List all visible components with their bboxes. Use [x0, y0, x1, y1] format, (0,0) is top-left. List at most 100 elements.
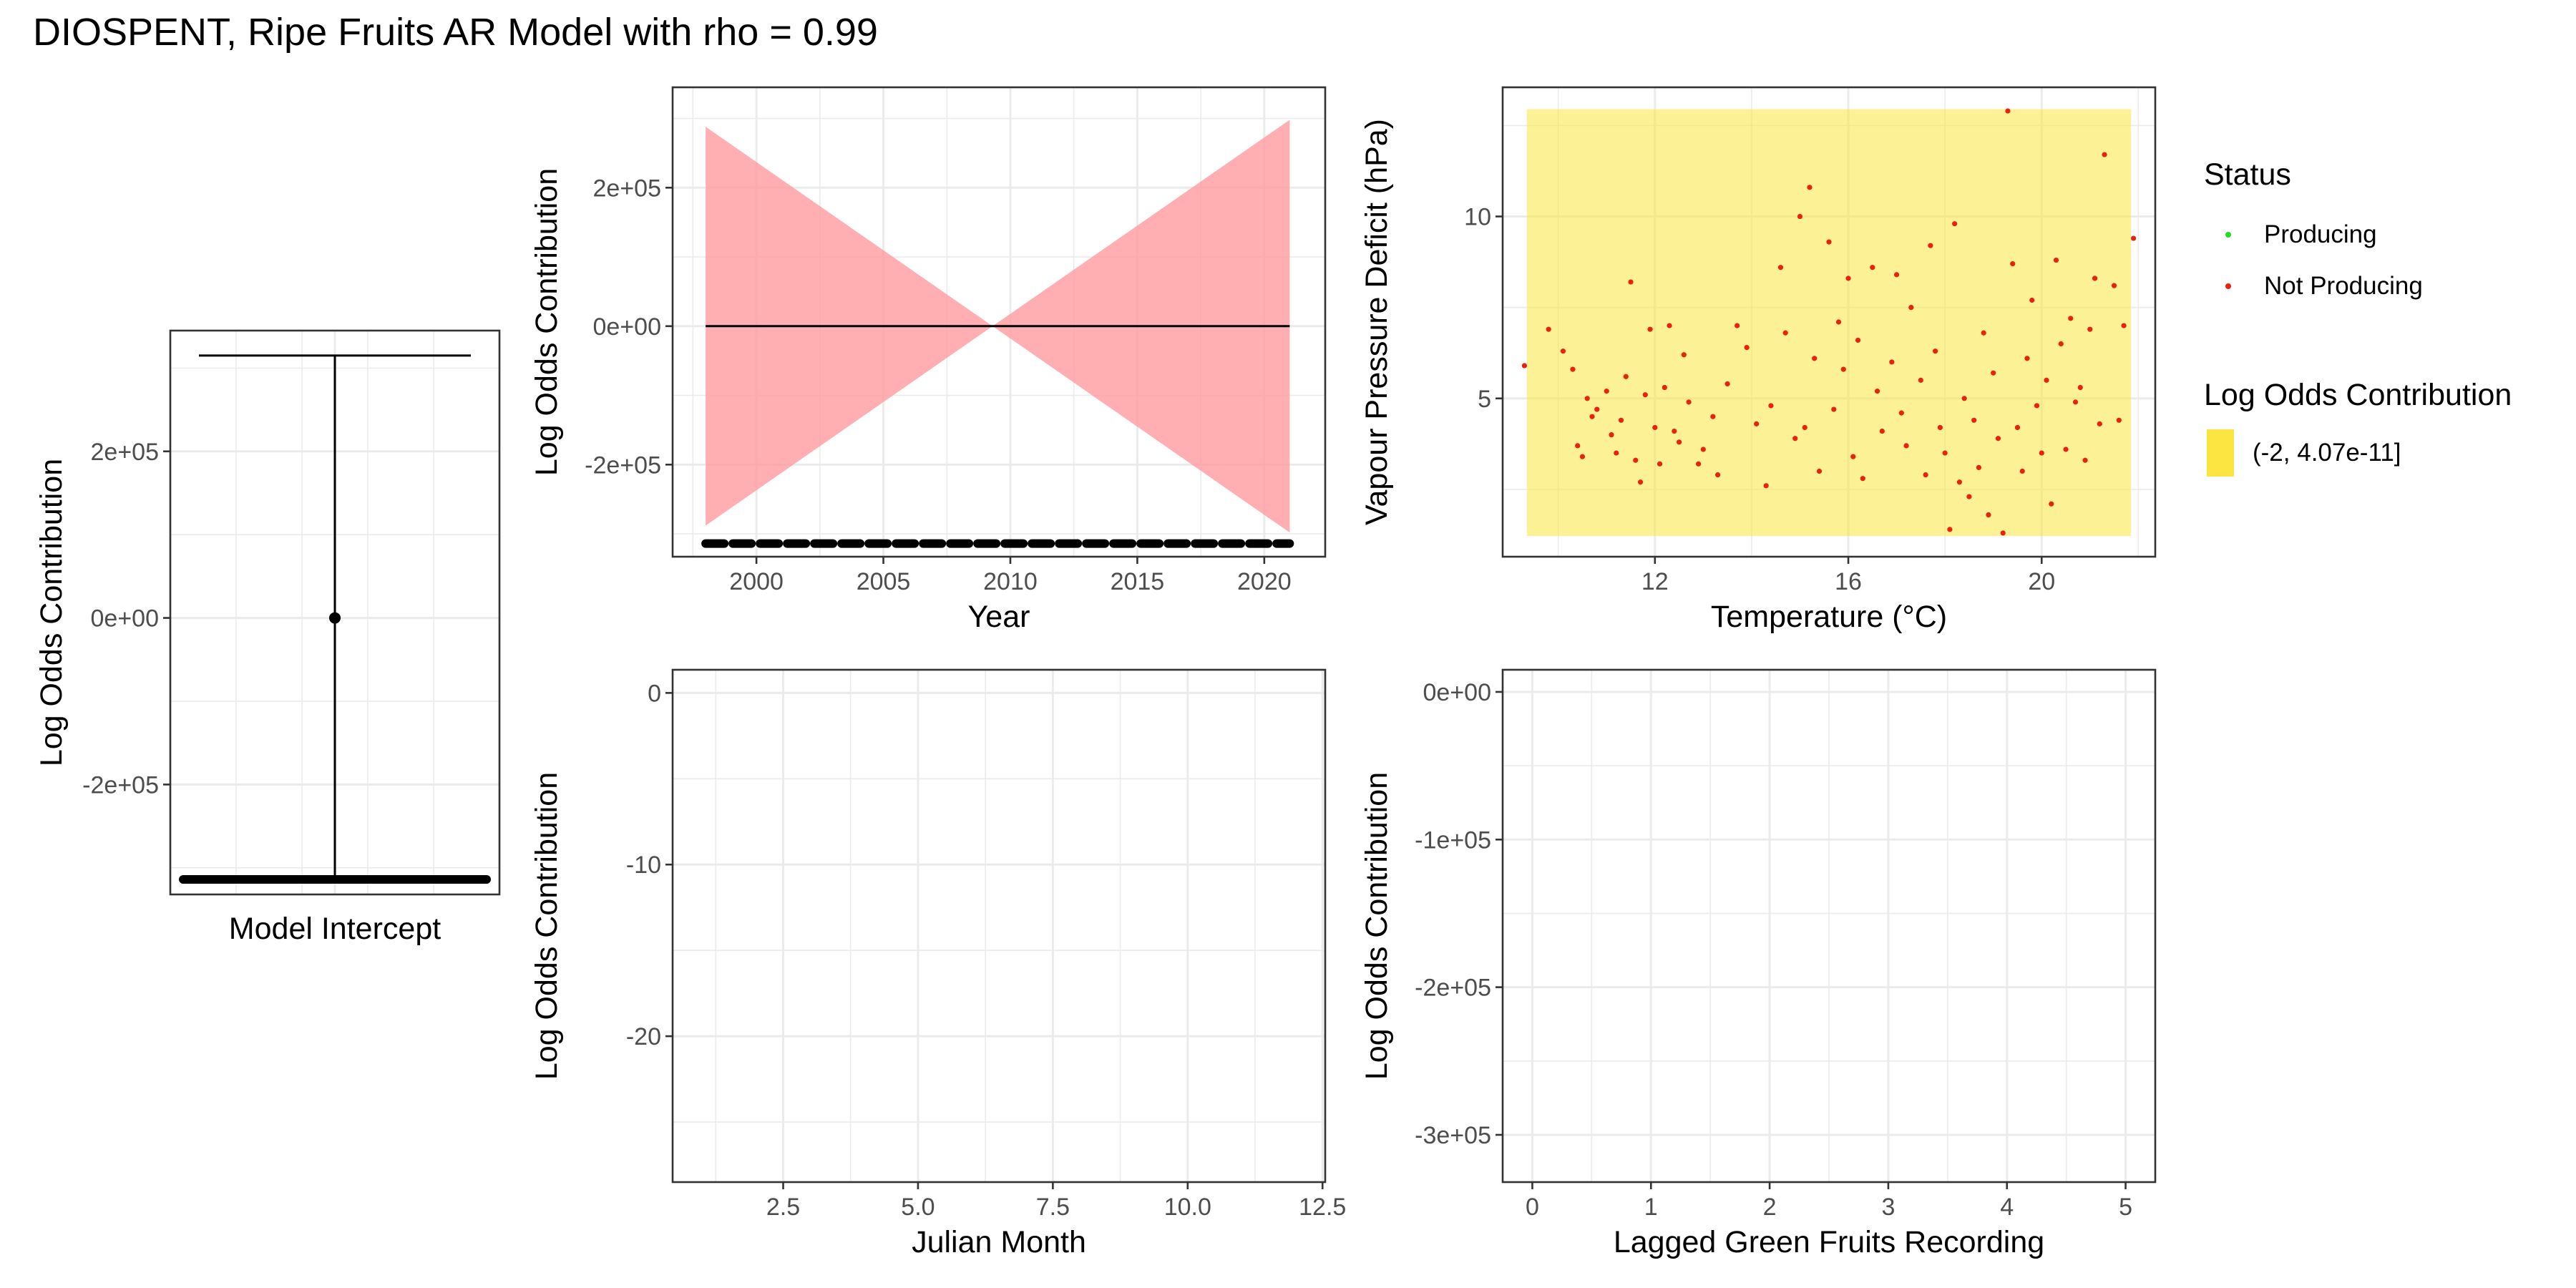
- climate-point-not-producing-45: [1826, 239, 1832, 245]
- climate-point-not-producing-85: [2034, 403, 2040, 409]
- climate-point-not-producing-59: [1903, 443, 1909, 449]
- climate-point-not-producing-56: [1889, 359, 1895, 365]
- climate-point-not-producing-31: [1724, 381, 1730, 387]
- climate-point-not-producing-80: [2010, 261, 2016, 267]
- legend-item-not-producing: Not Producing: [2204, 272, 2423, 301]
- climate-point-not-producing-76: [1991, 370, 1996, 376]
- climate-point-not-producing-44: [1816, 468, 1823, 474]
- climate-point-not-producing-32: [1735, 323, 1740, 328]
- climate-point-not-producing-102: [2121, 323, 2127, 328]
- climate-point-not-producing-69: [1956, 479, 1962, 485]
- legend-item-fill: (-2, 4.07e-11]: [2204, 429, 2401, 477]
- climate-xlabel: Temperature (°C): [1711, 600, 1947, 634]
- climate-point-not-producing-5: [1579, 454, 1586, 459]
- climate-point-not-producing-87: [2044, 377, 2049, 383]
- lagged-ytick-label-3: 0e+00: [1423, 679, 1492, 706]
- climate-point-not-producing-79: [2005, 108, 2011, 114]
- climate-point-not-producing-97: [2092, 275, 2098, 281]
- climate-point-not-producing-42: [1807, 185, 1813, 190]
- year-xtick-label-2: 2010: [983, 568, 1038, 595]
- lagged-xtick-label-2: 2: [1763, 1194, 1777, 1221]
- climate-point-not-producing-30: [1715, 472, 1721, 478]
- climate-ytick-label-0: 5: [1478, 386, 1491, 413]
- year-xtick-label-1: 2005: [857, 568, 911, 595]
- climate-point-not-producing-52: [1860, 476, 1865, 482]
- climate-point-not-producing-16: [1637, 479, 1644, 485]
- climate-xtick-label-2: 20: [2028, 568, 2055, 595]
- climate-point-not-producing-26: [1686, 399, 1692, 405]
- year-xtick-label-3: 2015: [1111, 568, 1165, 595]
- climate-xtick-label-0: 12: [1641, 568, 1669, 595]
- climate-point-not-producing-54: [1874, 389, 1880, 394]
- julian-xtick-label-3: 10.0: [1164, 1194, 1211, 1221]
- climate-point-not-producing-99: [2102, 152, 2107, 157]
- climate-point-not-producing-34: [1754, 421, 1760, 426]
- lagged-xtick-label-3: 3: [1881, 1194, 1895, 1221]
- climate-point-not-producing-17: [1642, 392, 1648, 398]
- climate-point-not-producing-68: [1952, 221, 1958, 227]
- climate-point-not-producing-18: [1647, 326, 1653, 332]
- legend-fill-title: Log Odds Contribution: [2204, 378, 2512, 412]
- climate-point-not-producing-95: [2082, 457, 2088, 463]
- year-ytick-label-0: -2e+05: [585, 452, 661, 479]
- climate-point-not-producing-10: [1609, 432, 1614, 438]
- climate-ylabel: Vapour Pressure Deficit (hPa): [1360, 119, 1394, 525]
- climate-point-not-producing-6: [1584, 396, 1590, 401]
- lagged-ytick-label-1: -2e+05: [1415, 975, 1491, 1002]
- legend-label-not-producing: Not Producing: [2264, 272, 2423, 300]
- climate-point-not-producing-51: [1855, 337, 1861, 343]
- climate-point-not-producing-66: [1942, 450, 1948, 456]
- lagged-xtick-label-4: 4: [2000, 1194, 2014, 1221]
- julian-ytick-label-1: -10: [626, 852, 661, 879]
- climate-point-not-producing-3: [1570, 366, 1576, 372]
- year-xtick-label-0: 2000: [729, 568, 784, 595]
- climate-point-not-producing-100: [2111, 283, 2117, 288]
- climate-point-not-producing-19: [1652, 424, 1658, 431]
- climate-point-not-producing-8: [1594, 406, 1600, 412]
- legend-key-not-producing: [2225, 283, 2231, 289]
- climate-point-not-producing-46: [1831, 406, 1837, 412]
- climate-point-not-producing-86: [2039, 450, 2044, 456]
- climate-point-not-producing-64: [1933, 348, 1938, 354]
- lagged-xtick-label-1: 1: [1644, 1194, 1658, 1221]
- climate-point-not-producing-90: [2058, 341, 2064, 347]
- climate-point-not-producing-48: [1840, 366, 1846, 372]
- climate-point-not-producing-81: [2014, 424, 2021, 431]
- climate-point-not-producing-14: [1628, 279, 1634, 285]
- climate-point-not-producing-65: [1937, 424, 1943, 431]
- lagged-ytick-label-2: -1e+05: [1415, 826, 1491, 854]
- legend-key-fill: [2207, 429, 2234, 477]
- climate-point-not-producing-36: [1768, 403, 1774, 409]
- climate-point-not-producing-25: [1681, 352, 1687, 358]
- climate-point-not-producing-101: [2116, 417, 2122, 423]
- lagged-xtick-label-5: 5: [2119, 1194, 2132, 1221]
- climate-point-not-producing-4: [1575, 443, 1581, 449]
- climate-point-not-producing-61: [1918, 377, 1923, 383]
- climate-point-not-producing-21: [1662, 384, 1667, 391]
- climate-panel-border: [1501, 86, 2157, 558]
- climate-point-not-producing-94: [2077, 384, 2083, 391]
- julian-ytick-label-2: 0: [648, 680, 661, 707]
- climate-point-not-producing-33: [1744, 344, 1750, 351]
- lagged-xlabel: Lagged Green Fruits Recording: [1614, 1225, 2044, 1259]
- intercept-xlabel: Model Intercept: [229, 912, 441, 946]
- intercept-ytick-label-2: 2e+05: [91, 439, 160, 466]
- climate-point-not-producing-88: [2049, 501, 2054, 507]
- climate-point-not-producing-39: [1792, 436, 1798, 441]
- climate-point-not-producing-41: [1802, 424, 1807, 431]
- climate-fill-band: [1526, 109, 2132, 537]
- lagged-ylabel: Log Odds Contribution: [1360, 772, 1394, 1080]
- legend-status-title: Status: [2204, 157, 2291, 192]
- climate-point-not-producing-73: [1976, 464, 1982, 471]
- climate-point-not-producing-103: [2131, 235, 2137, 241]
- climate-point-not-producing-40: [1797, 213, 1803, 220]
- lagged-xtick-label-0: 0: [1526, 1194, 1539, 1221]
- julian-panel-border: [671, 668, 1327, 1184]
- climate-point-not-producing-78: [2000, 530, 2006, 536]
- climate-point-not-producing-92: [2068, 316, 2074, 321]
- climate-point-not-producing-29: [1710, 414, 1716, 419]
- julian-xtick-label-4: 12.5: [1299, 1194, 1346, 1221]
- climate-point-not-producing-55: [1879, 428, 1885, 434]
- climate-point-not-producing-70: [1961, 396, 1967, 401]
- climate-xtick-label-1: 16: [1835, 568, 1862, 595]
